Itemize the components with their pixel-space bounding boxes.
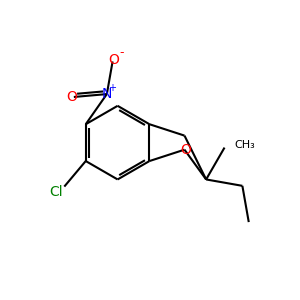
Text: O: O — [181, 143, 191, 157]
Text: -: - — [119, 46, 124, 59]
Text: O: O — [66, 90, 77, 104]
Text: Cl: Cl — [49, 185, 62, 199]
Text: +: + — [108, 83, 116, 94]
Text: N: N — [102, 87, 112, 101]
Text: O: O — [108, 53, 118, 67]
Text: CH₃: CH₃ — [235, 140, 256, 150]
